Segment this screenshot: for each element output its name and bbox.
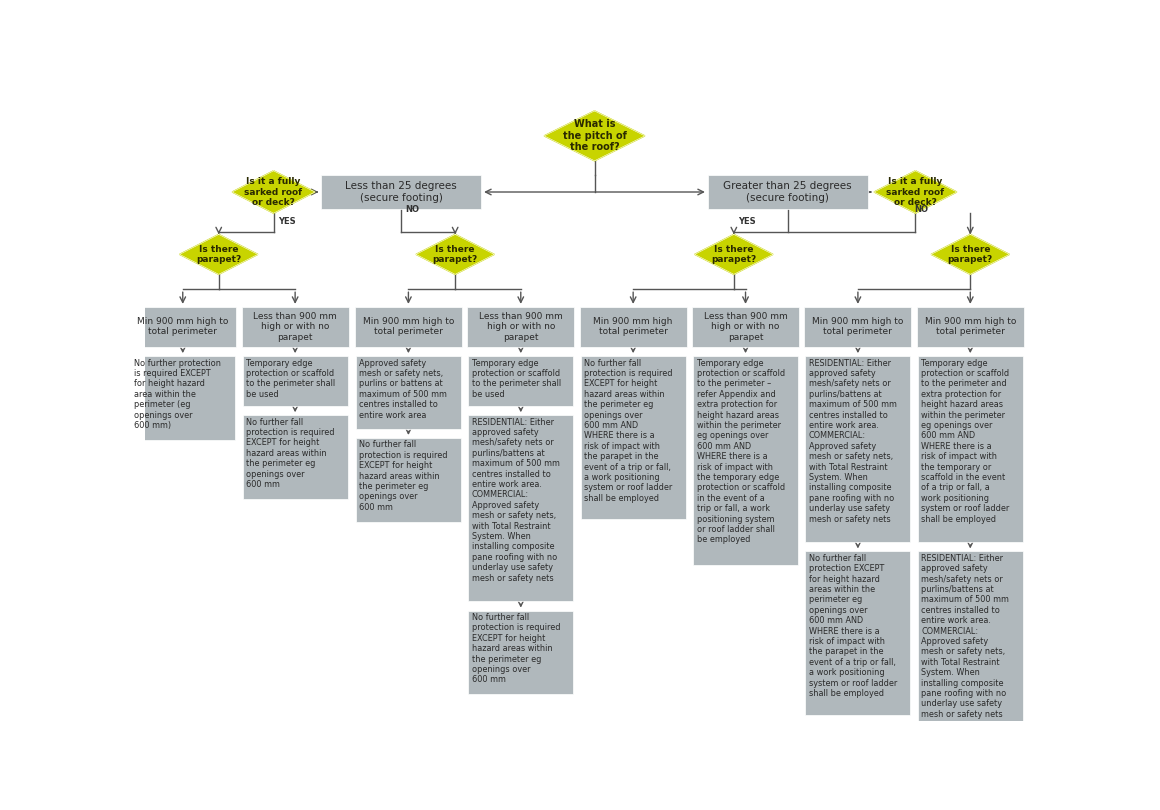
Text: Temporary edge
protection or scaffold
to the perimeter and
extra protection for
: Temporary edge protection or scaffold to… — [921, 359, 1009, 523]
FancyBboxPatch shape — [469, 416, 573, 601]
FancyBboxPatch shape — [321, 174, 481, 210]
FancyBboxPatch shape — [805, 356, 911, 542]
Text: No further fall
protection is required
EXCEPT for height
hazard areas within
the: No further fall protection is required E… — [585, 359, 673, 503]
Text: No further protection
is required EXCEPT
for height hazard
area within the
perim: No further protection is required EXCEPT… — [133, 359, 220, 430]
FancyBboxPatch shape — [129, 307, 237, 347]
FancyBboxPatch shape — [130, 356, 235, 440]
Text: Temporary edge
protection or scaffold
to the perimeter shall
be used: Temporary edge protection or scaffold to… — [472, 359, 561, 399]
FancyBboxPatch shape — [241, 307, 349, 347]
FancyBboxPatch shape — [918, 552, 1023, 737]
Text: Is there
parapet?: Is there parapet? — [711, 245, 756, 264]
FancyBboxPatch shape — [469, 611, 573, 694]
FancyBboxPatch shape — [804, 307, 912, 347]
Text: Min 900 mm high to
total perimeter: Min 900 mm high to total perimeter — [925, 317, 1016, 336]
Text: RESIDENTIAL: Either
approved safety
mesh/safety nets or
purlins/battens at
maxim: RESIDENTIAL: Either approved safety mesh… — [809, 359, 897, 523]
FancyBboxPatch shape — [356, 356, 461, 428]
Polygon shape — [232, 171, 314, 213]
FancyBboxPatch shape — [356, 438, 461, 522]
Text: Is there
parapet?: Is there parapet? — [196, 245, 241, 264]
FancyBboxPatch shape — [693, 356, 798, 565]
Text: Less than 900 mm
high or with no
parapet: Less than 900 mm high or with no parapet — [479, 312, 563, 342]
FancyBboxPatch shape — [580, 356, 686, 519]
Text: Min 900 mm high
total perimeter: Min 900 mm high total perimeter — [594, 317, 673, 336]
Text: Min 900 mm high to
total perimeter: Min 900 mm high to total perimeter — [363, 317, 454, 336]
Text: Is it a fully
sarked roof
or deck?: Is it a fully sarked roof or deck? — [886, 177, 944, 207]
Text: NO: NO — [406, 205, 420, 214]
Text: Temporary edge
protection or scaffold
to the perimeter –
refer Appendix and
extr: Temporary edge protection or scaffold to… — [696, 359, 784, 544]
Polygon shape — [931, 234, 1009, 275]
Text: RESIDENTIAL: Either
approved safety
mesh/safety nets or
purlins/battens at
maxim: RESIDENTIAL: Either approved safety mesh… — [472, 418, 559, 582]
Text: No further fall
protection is required
EXCEPT for height
hazard areas within
the: No further fall protection is required E… — [472, 613, 560, 684]
Text: Greater than 25 degrees
(secure footing): Greater than 25 degrees (secure footing) — [724, 181, 853, 202]
FancyBboxPatch shape — [805, 552, 911, 714]
FancyBboxPatch shape — [355, 307, 462, 347]
Text: No further fall
protection EXCEPT
for height hazard
areas within the
perimeter e: No further fall protection EXCEPT for he… — [809, 554, 897, 698]
Polygon shape — [180, 234, 258, 275]
Text: Is there
parapet?: Is there parapet? — [433, 245, 478, 264]
FancyBboxPatch shape — [916, 307, 1024, 347]
Text: Is there
parapet?: Is there parapet? — [948, 245, 993, 264]
Text: Less than 25 degrees
(secure footing): Less than 25 degrees (secure footing) — [346, 181, 457, 202]
Text: YES: YES — [278, 217, 296, 227]
Polygon shape — [544, 111, 645, 161]
FancyBboxPatch shape — [580, 307, 687, 347]
Text: What is
the pitch of
the roof?: What is the pitch of the roof? — [563, 119, 626, 152]
FancyBboxPatch shape — [918, 356, 1023, 542]
Text: Min 900 mm high to
total perimeter: Min 900 mm high to total perimeter — [812, 317, 904, 336]
Text: NO: NO — [914, 205, 928, 214]
Polygon shape — [416, 234, 494, 275]
Text: Approved safety
mesh or safety nets,
purlins or battens at
maximum of 500 mm
cen: Approved safety mesh or safety nets, pur… — [360, 359, 448, 420]
Text: Less than 900 mm
high or with no
parapet: Less than 900 mm high or with no parapet — [704, 312, 788, 342]
Text: Min 900 mm high to
total perimeter: Min 900 mm high to total perimeter — [137, 317, 229, 336]
Text: YES: YES — [739, 217, 756, 227]
Text: RESIDENTIAL: Either
approved safety
mesh/safety nets or
purlins/battens at
maxim: RESIDENTIAL: Either approved safety mesh… — [921, 554, 1009, 718]
Text: No further fall
protection is required
EXCEPT for height
hazard areas within
the: No further fall protection is required E… — [246, 418, 334, 489]
FancyBboxPatch shape — [469, 356, 573, 406]
Text: No further fall
protection is required
EXCEPT for height
hazard areas within
the: No further fall protection is required E… — [360, 441, 448, 512]
Text: Is it a fully
sarked roof
or deck?: Is it a fully sarked roof or deck? — [245, 177, 303, 207]
FancyBboxPatch shape — [242, 356, 348, 406]
Polygon shape — [695, 234, 773, 275]
Text: Temporary edge
protection or scaffold
to the perimeter shall
be used: Temporary edge protection or scaffold to… — [246, 359, 335, 399]
Polygon shape — [875, 171, 957, 213]
FancyBboxPatch shape — [242, 416, 348, 499]
FancyBboxPatch shape — [708, 174, 868, 210]
FancyBboxPatch shape — [467, 307, 574, 347]
Text: Less than 900 mm
high or with no
parapet: Less than 900 mm high or with no parapet — [253, 312, 338, 342]
FancyBboxPatch shape — [693, 307, 799, 347]
